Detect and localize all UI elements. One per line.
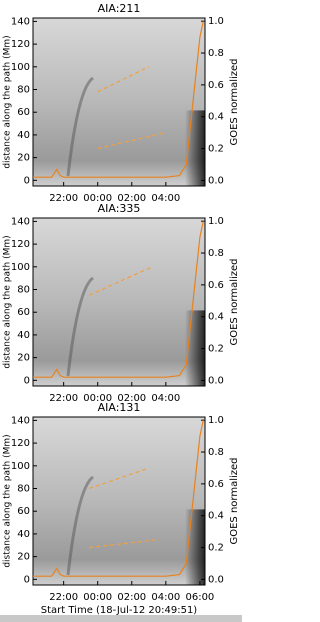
- dashed-track: [97, 66, 150, 93]
- y-tick-label: 100: [11, 461, 30, 472]
- plot-frame: [32, 416, 206, 586]
- y-tick-label: 20: [17, 552, 30, 563]
- image-background: [33, 417, 205, 585]
- image-feature: [66, 76, 94, 177]
- y-tick-label: 140: [11, 415, 30, 426]
- x-tick-label: 02:00: [117, 193, 146, 204]
- y2-tick-label: 0.2: [208, 344, 224, 355]
- x-tick-label: 04:00: [151, 393, 180, 404]
- image-background: [33, 218, 205, 386]
- y2-tick-label: 0.6: [208, 80, 224, 91]
- y-tick-label: 40: [17, 529, 30, 540]
- y-tick-label: 120: [11, 39, 30, 50]
- x-tick-label: 04:00: [151, 592, 180, 603]
- y2-tick-label: 1.0: [208, 16, 224, 27]
- dashed-track: [89, 539, 160, 549]
- y-tick-label: 120: [11, 438, 30, 449]
- y-tick-label: 100: [11, 262, 30, 273]
- x-tick-label: 22:00: [49, 393, 78, 404]
- y2-tick-label: 0.2: [208, 144, 224, 155]
- panel-title: AIA:211: [98, 2, 141, 15]
- y-tick-label: 60: [17, 107, 30, 118]
- y-tick-label: 80: [17, 484, 30, 495]
- dashed-track: [88, 266, 153, 296]
- goes-curve: [33, 221, 204, 378]
- y2-tick-label: 0.8: [208, 248, 224, 259]
- y-tick-label: 40: [17, 330, 30, 341]
- image-feature: [66, 475, 94, 576]
- x-tick-label: 22:00: [49, 592, 78, 603]
- x-tick-label: 02:00: [117, 592, 146, 603]
- x-tick-label: 00:00: [83, 592, 112, 603]
- y2-tick-label: 0.4: [208, 312, 224, 323]
- y-tick-label: 60: [17, 506, 30, 517]
- x-tick-label: 04:00: [151, 193, 180, 204]
- figure: AIA:211 0 20 40 60 80 100 120 140 0.0 0.2 0.4 0.6 0.8…: [0, 2, 242, 622]
- y-axis-label: distance along the path (Mm): [3, 35, 13, 168]
- y-tick-label: 0: [24, 375, 30, 386]
- x-tick-label: 06:00: [185, 592, 214, 603]
- y2-axis-label: GOES normalized: [229, 58, 240, 145]
- y-tick-label: 60: [17, 307, 30, 318]
- y2-tick-label: 0.2: [208, 543, 224, 554]
- y2-tick-label: 0.6: [208, 280, 224, 291]
- y2-tick-label: 1.0: [208, 415, 224, 426]
- y-tick-label: 20: [17, 353, 30, 364]
- y2-tick-label: 0.4: [208, 112, 224, 123]
- y2-tick-label: 0.0: [208, 375, 224, 386]
- plot-frame: [32, 17, 206, 187]
- y2-tick-label: 0.4: [208, 511, 224, 522]
- y2-tick-label: 0.6: [208, 479, 224, 490]
- y2-tick-label: 0.0: [208, 574, 224, 585]
- image-feature: [66, 276, 94, 377]
- y-tick-label: 80: [17, 85, 30, 96]
- y-tick-label: 0: [24, 574, 30, 585]
- plot-frame: [32, 217, 206, 387]
- y2-axis-label: GOES normalized: [229, 258, 240, 345]
- y-tick-label: 40: [17, 130, 30, 141]
- x-tick-label: 00:00: [83, 393, 112, 404]
- y2-axis-label: GOES normalized: [229, 457, 240, 544]
- panel-title: AIA:131: [98, 401, 141, 414]
- panel-title: AIA:335: [98, 202, 141, 215]
- dashed-track: [97, 132, 166, 150]
- bottom-strip: [0, 615, 242, 622]
- x-tick-label: 22:00: [49, 193, 78, 204]
- y2-tick-label: 0.8: [208, 447, 224, 458]
- goes-curve: [33, 21, 204, 178]
- image-background: [33, 18, 205, 186]
- y2-tick-label: 0.8: [208, 48, 224, 59]
- y2-tick-label: 1.0: [208, 216, 224, 227]
- x-tick-label: 00:00: [83, 193, 112, 204]
- x-axis-label: Start Time (18-Jul-12 20:49:51): [41, 605, 198, 616]
- y-tick-label: 0: [24, 175, 30, 186]
- y-tick-label: 140: [11, 216, 30, 227]
- y-tick-label: 120: [11, 239, 30, 250]
- y-axis-label: distance along the path (Mm): [3, 235, 13, 368]
- goes-curve: [33, 420, 204, 577]
- y-axis-label: distance along the path (Mm): [3, 434, 13, 567]
- x-tick-label: 02:00: [117, 393, 146, 404]
- y-tick-label: 140: [11, 16, 30, 27]
- y-tick-label: 20: [17, 153, 30, 164]
- y-tick-label: 80: [17, 285, 30, 296]
- dashed-track: [89, 467, 149, 490]
- y-tick-label: 100: [11, 62, 30, 73]
- y2-tick-label: 0.0: [208, 175, 224, 186]
